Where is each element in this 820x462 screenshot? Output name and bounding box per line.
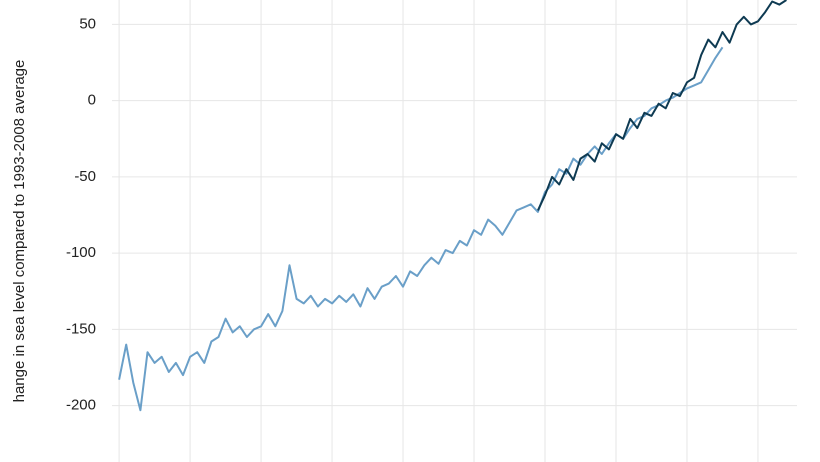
y-tick-label: -200 xyxy=(66,397,96,414)
series-line xyxy=(118,46,724,412)
series-line xyxy=(536,0,787,211)
y-tick-label: -100 xyxy=(66,244,96,261)
y-tick-label: -50 xyxy=(74,168,96,185)
y-tick-label: 50 xyxy=(79,15,96,32)
y-axis-label: hange in sea level compared to 1993-2008… xyxy=(11,60,28,403)
y-tick-label: -150 xyxy=(66,320,96,337)
y-tick-label: 0 xyxy=(88,92,96,109)
